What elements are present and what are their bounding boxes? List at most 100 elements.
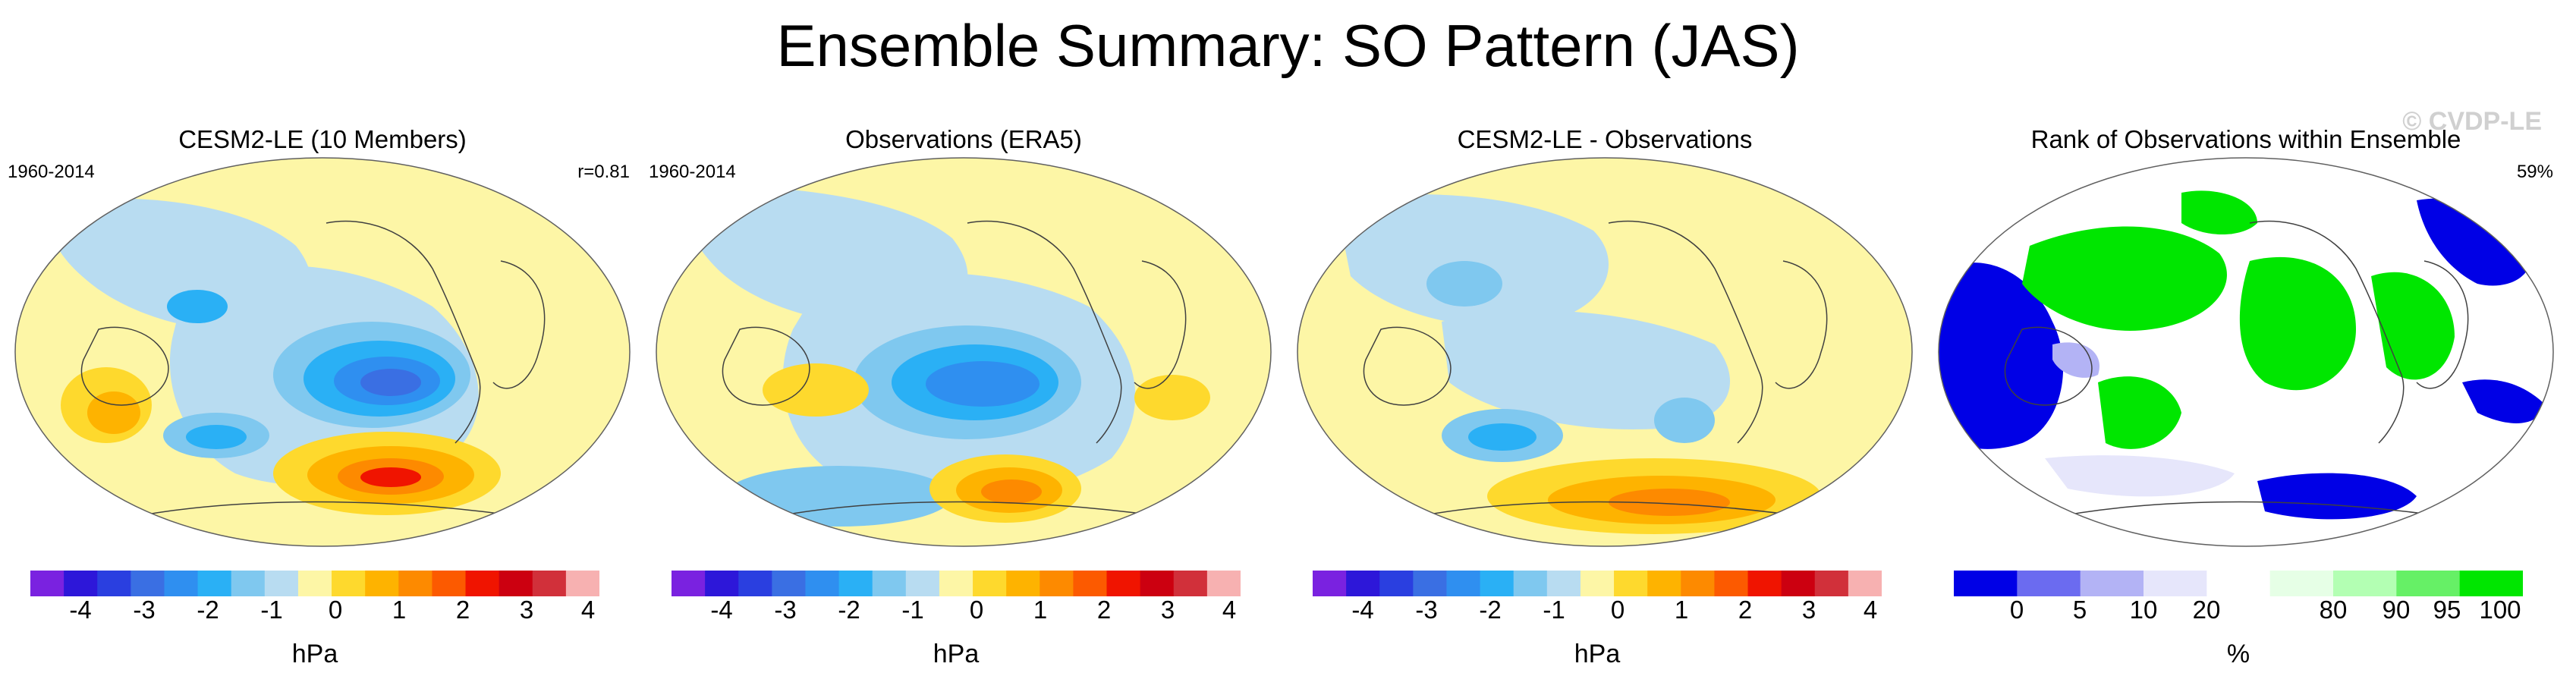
colorbar-swatch bbox=[164, 571, 199, 596]
colorbar-swatch bbox=[1580, 571, 1615, 596]
panel-title: Rank of Observations within Ensemble bbox=[2030, 125, 2461, 153]
colorbar-units: % bbox=[2226, 640, 2250, 668]
australia-high-core bbox=[87, 391, 140, 434]
so-high-3 bbox=[1609, 489, 1730, 516]
colorbar-swatch bbox=[1513, 571, 1548, 596]
colorbar-tick: -3 bbox=[774, 596, 797, 624]
colorbar-tick: -4 bbox=[710, 596, 733, 624]
colorbar-tick: 3 bbox=[1801, 596, 1816, 624]
colorbar-swatch bbox=[1614, 571, 1648, 596]
colorbar bbox=[30, 571, 599, 596]
colorbar-swatch bbox=[231, 571, 266, 596]
slp-map bbox=[656, 157, 1272, 547]
figure-title: Ensemble Summary: SO Pattern (JAS) bbox=[776, 12, 1800, 79]
colorbar-swatch bbox=[1714, 571, 1749, 596]
colorbar-swatch bbox=[1106, 571, 1141, 596]
colorbar-units: hPa bbox=[1574, 640, 1621, 668]
colorbar-tick: 5 bbox=[2072, 596, 2087, 624]
southern-ocean-low-rank bbox=[2462, 379, 2546, 423]
colorbar-swatch bbox=[398, 571, 433, 596]
colorbar-swatch bbox=[1140, 571, 1175, 596]
colorbar-swatch bbox=[2333, 571, 2397, 596]
rank-map bbox=[1938, 157, 2554, 547]
colorbar-tick: 0 bbox=[1610, 596, 1625, 624]
colorbar-tick: 2 bbox=[1096, 596, 1112, 624]
continent-outline bbox=[326, 220, 481, 444]
colorbar-swatch bbox=[97, 571, 131, 596]
colorbar-swatch bbox=[2080, 571, 2144, 596]
colorbar-tick: 1 bbox=[392, 596, 407, 624]
colorbar-tick: 4 bbox=[580, 596, 596, 624]
colorbar-swatch bbox=[1379, 571, 1414, 596]
colorbar-swatch bbox=[805, 571, 840, 596]
colorbar-swatch bbox=[1814, 571, 1849, 596]
tropics-low-rank bbox=[2052, 342, 2099, 378]
antarctica-outline bbox=[121, 501, 539, 520]
colorbar-swatch bbox=[565, 571, 599, 596]
colorbar-swatch bbox=[2396, 571, 2461, 596]
continent-outline bbox=[722, 326, 810, 406]
colorbar-swatch bbox=[939, 571, 973, 596]
correlation-label: r=0.81 bbox=[577, 162, 630, 182]
colorbar-swatch bbox=[1546, 571, 1581, 596]
colorbar-swatch bbox=[2144, 571, 2207, 596]
map-frame bbox=[1938, 157, 2554, 547]
australia-high bbox=[763, 363, 869, 417]
colorbar-tick: 4 bbox=[1222, 596, 1237, 624]
continent-outline bbox=[1775, 260, 1828, 389]
colorbar-tick: 2 bbox=[1738, 596, 1753, 624]
colorbar-tick: -2 bbox=[838, 596, 860, 624]
watermark: © CVDP-LE bbox=[2402, 107, 2542, 136]
colorbar-tick: 1 bbox=[1674, 596, 1689, 624]
colorbar-swatch bbox=[1480, 571, 1514, 596]
colorbar-swatch bbox=[432, 571, 467, 596]
colorbar-swatch bbox=[297, 571, 332, 596]
amundsen-high-4 bbox=[360, 467, 421, 487]
period-label: 1960-2014 bbox=[8, 162, 95, 182]
kuroshio-low bbox=[167, 290, 228, 323]
continent-outline bbox=[1608, 220, 1763, 444]
colorbar-swatch bbox=[973, 571, 1007, 596]
colorbar-tick: 80 bbox=[2319, 596, 2348, 624]
continent-outline bbox=[967, 220, 1122, 444]
colorbar-swatch bbox=[1747, 571, 1782, 596]
colorbar-tick: 95 bbox=[2433, 596, 2461, 624]
continent-outline bbox=[492, 260, 546, 389]
rank-colorbar bbox=[1954, 571, 2523, 596]
antarctica-outline bbox=[1403, 501, 1822, 520]
antarctica-outline bbox=[2044, 501, 2463, 520]
colorbar-tick: 3 bbox=[519, 596, 534, 624]
colorbar-swatch bbox=[872, 571, 907, 596]
panel-title: CESM2-LE - Observations bbox=[1457, 125, 1753, 153]
colorbar-units: hPa bbox=[291, 640, 338, 668]
colorbar-tick: -4 bbox=[69, 596, 92, 624]
colorbar-swatch bbox=[499, 571, 533, 596]
period-label: 1960-2014 bbox=[649, 162, 736, 182]
continent-outline bbox=[2416, 260, 2469, 389]
colorbar-swatch bbox=[1446, 571, 1481, 596]
mid-blue bbox=[1442, 310, 1730, 429]
panel-observations: Observations (ERA5) 1960-2014 -4 -3 -2 -… bbox=[649, 121, 1279, 668]
atlantic-high bbox=[1134, 375, 1210, 420]
colorbar-tick: 4 bbox=[1863, 596, 1878, 624]
colorbar-tick: 1 bbox=[1033, 596, 1048, 624]
colorbar-tick: -1 bbox=[901, 596, 924, 624]
colorbar-swatch bbox=[64, 571, 98, 596]
colorbar-swatch bbox=[1006, 571, 1040, 596]
slp-map bbox=[14, 157, 631, 547]
colorbar-swatch bbox=[264, 571, 299, 596]
continent-outline bbox=[2249, 220, 2405, 444]
panel-difference: CESM2-LE - Observations -4 -3 -2 -1 0 1 … bbox=[1290, 121, 1920, 668]
colorbar-tick: 3 bbox=[1160, 596, 1175, 624]
colorbar-tick: 20 bbox=[2192, 596, 2221, 624]
continent-outline bbox=[80, 326, 169, 406]
map-frame bbox=[1297, 157, 1913, 547]
colorbar-tick: 90 bbox=[2382, 596, 2411, 624]
colorbar-tick: 0 bbox=[328, 596, 343, 624]
map-frame bbox=[656, 157, 1272, 547]
colorbar-swatch bbox=[1073, 571, 1108, 596]
southern-ocean-low-rank bbox=[2257, 473, 2417, 520]
colorbar-swatch bbox=[465, 571, 500, 596]
panel-title: Observations (ERA5) bbox=[845, 125, 1082, 153]
colorbar-swatch bbox=[532, 571, 567, 596]
